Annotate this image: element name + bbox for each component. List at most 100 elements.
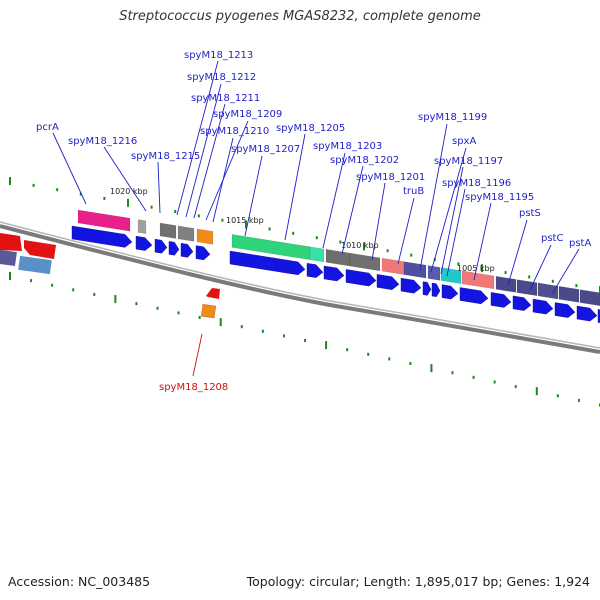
tick-mark xyxy=(156,306,159,310)
cds-forward[interactable] xyxy=(431,282,441,297)
cog-feature[interactable] xyxy=(403,261,427,279)
tick-mark xyxy=(514,385,517,389)
gene-label[interactable]: spyM18_1195 xyxy=(465,192,534,203)
cog-feature[interactable] xyxy=(427,265,441,281)
leader-line xyxy=(551,248,580,295)
leader-line xyxy=(371,182,386,261)
cog-feature[interactable] xyxy=(461,270,495,290)
feature-left-navy[interactable] xyxy=(0,249,17,267)
cog-feature[interactable] xyxy=(537,282,559,300)
leader-line xyxy=(507,219,528,286)
cog-feature[interactable] xyxy=(77,209,131,232)
cog-feature[interactable] xyxy=(137,219,147,235)
cog-feature[interactable] xyxy=(159,222,177,239)
cds-forward[interactable] xyxy=(229,250,306,276)
gene-label[interactable]: spyM18_1209 xyxy=(213,109,282,120)
cog-feature[interactable] xyxy=(349,252,381,272)
gene-label[interactable]: spyM18_1210 xyxy=(200,126,269,137)
leader-line xyxy=(529,244,552,291)
gene-label[interactable]: spyM18_1216 xyxy=(68,136,137,147)
gene-label[interactable]: spyM18_1213 xyxy=(184,50,253,61)
tick-label-1020: 1020 kbp xyxy=(110,187,148,196)
cds-forward[interactable] xyxy=(71,225,133,248)
cds-forward[interactable] xyxy=(376,274,400,290)
tick-mark xyxy=(72,288,75,292)
gene-label[interactable]: spyM18_1211 xyxy=(191,93,260,104)
tick-mark xyxy=(221,218,224,222)
tick-mark xyxy=(339,240,342,244)
tick-mark xyxy=(9,272,11,280)
cds-reverse-left-1[interactable] xyxy=(0,233,22,251)
gene-label[interactable]: spyM18_1201 xyxy=(356,172,425,183)
cds-forward[interactable] xyxy=(135,235,153,251)
cds-forward[interactable] xyxy=(532,298,554,315)
tick-mark xyxy=(481,264,483,273)
tick-mark xyxy=(410,253,413,257)
gene-label[interactable]: pstC xyxy=(541,233,563,244)
leader-line xyxy=(193,103,226,219)
gene-label[interactable]: spyM18_1196 xyxy=(442,178,511,189)
tick-mark xyxy=(268,227,271,231)
tick-mark xyxy=(388,357,391,361)
cog-feature[interactable] xyxy=(558,285,580,303)
leader-line xyxy=(212,137,234,223)
gene-label[interactable]: spyM18_1202 xyxy=(330,155,399,166)
gene-label[interactable]: spyM18_1205 xyxy=(276,123,345,134)
gene-label[interactable]: spyM18_1215 xyxy=(131,151,200,162)
leader-line xyxy=(419,123,448,271)
cog-feature[interactable] xyxy=(309,246,325,263)
cds-forward[interactable] xyxy=(441,284,459,300)
feature-1208-orange[interactable] xyxy=(200,303,217,319)
cog-feature[interactable] xyxy=(196,228,214,245)
tick-mark xyxy=(430,364,433,373)
tick-mark xyxy=(282,334,285,338)
cds-forward[interactable] xyxy=(422,281,432,296)
gene-labels: spyM18_1213 spyM18_1212 spyM18_1211 spyM… xyxy=(36,50,591,393)
reverse-features xyxy=(200,288,220,319)
cds-forward[interactable] xyxy=(168,241,180,256)
cds-forward[interactable] xyxy=(459,287,489,305)
cds-forward[interactable] xyxy=(154,238,168,254)
cog-feature[interactable] xyxy=(177,225,195,242)
left-edge-features xyxy=(0,233,56,275)
gene-label[interactable]: spyM18_1199 xyxy=(418,112,487,123)
gene-label[interactable]: spyM18_1212 xyxy=(187,72,256,83)
gene-label[interactable]: pstA xyxy=(569,238,591,249)
cog-feature[interactable] xyxy=(381,257,405,275)
genome-backbone xyxy=(0,224,600,354)
cog-feature[interactable] xyxy=(579,289,600,306)
cds-forward[interactable] xyxy=(345,269,377,287)
cog-feature[interactable] xyxy=(516,279,538,297)
cds-forward[interactable] xyxy=(512,295,532,311)
gene-label[interactable]: spyM18_1208 xyxy=(159,382,228,393)
tick-mark xyxy=(451,371,454,375)
feature-band xyxy=(77,209,600,306)
gene-label[interactable]: spyM18_1207 xyxy=(231,144,300,155)
tick-mark xyxy=(493,380,496,384)
tick-mark xyxy=(51,283,54,287)
cds-forward[interactable] xyxy=(490,292,512,308)
cds-forward[interactable] xyxy=(576,305,598,322)
gene-label[interactable]: spxA xyxy=(452,136,476,147)
gene-label[interactable]: spyM18_1197 xyxy=(434,156,503,167)
tick-mark xyxy=(577,398,580,402)
cog-feature[interactable] xyxy=(440,267,462,284)
gene-label[interactable]: spyM18_1203 xyxy=(313,141,382,152)
gene-label[interactable]: pstS xyxy=(519,208,541,219)
cog-feature[interactable] xyxy=(325,249,351,267)
cds-forward[interactable] xyxy=(306,263,324,278)
cds-reverse-1208[interactable] xyxy=(206,288,220,299)
cog-feature[interactable] xyxy=(495,275,517,293)
tick-mark xyxy=(30,279,33,283)
leader-line xyxy=(103,146,147,212)
tick-mark xyxy=(79,192,82,196)
cds-forward[interactable] xyxy=(554,302,576,318)
cds-forward[interactable] xyxy=(195,245,211,261)
cds-forward[interactable] xyxy=(323,265,345,282)
feature-left-steel[interactable] xyxy=(18,255,52,275)
gene-label[interactable]: pcrA xyxy=(36,122,59,133)
cds-reverse-left-2[interactable] xyxy=(24,240,56,259)
gene-label[interactable]: truB xyxy=(403,186,424,197)
cds-forward[interactable] xyxy=(400,277,422,294)
cds-forward[interactable] xyxy=(180,243,194,258)
